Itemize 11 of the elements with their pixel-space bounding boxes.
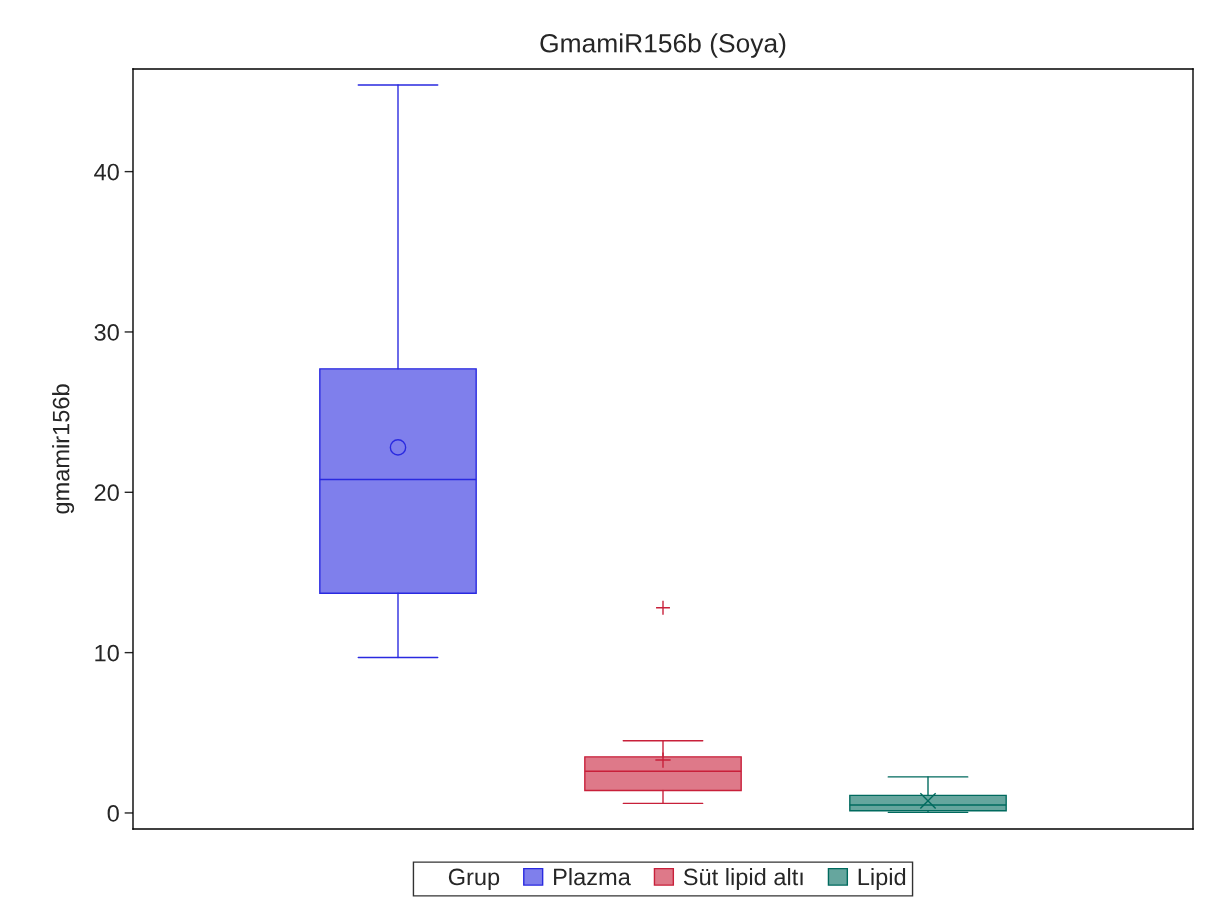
y-tick-label: 40 xyxy=(94,163,119,181)
legend-label: Süt lipid altı xyxy=(683,867,803,890)
legend-label: Plazma xyxy=(554,867,631,886)
y-tick-label: 20 xyxy=(94,484,119,502)
y-axis-title: gmamir156b xyxy=(52,384,75,514)
legend-label: Lipid xyxy=(858,867,906,890)
y-tick-label: 0 xyxy=(107,805,119,822)
legend-title: Grup xyxy=(448,868,500,890)
y-tick-label: 10 xyxy=(95,644,119,662)
chart-title: GmamiR156b (Soya) xyxy=(540,33,786,58)
y-tick-label: 30 xyxy=(94,324,119,341)
